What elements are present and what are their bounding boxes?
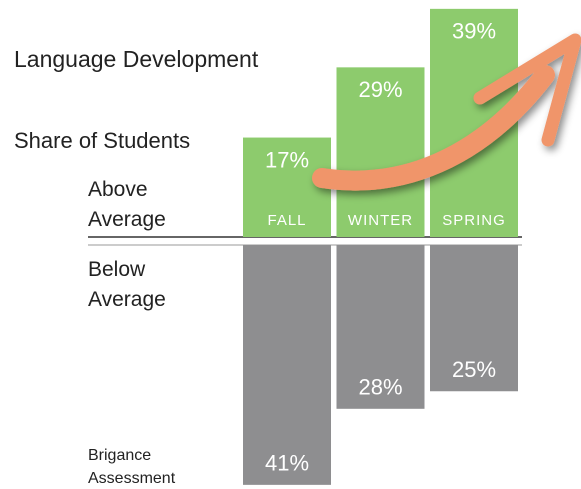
- bar: [430, 245, 518, 392]
- x-tick-label: FALL: [267, 212, 306, 229]
- bar: [243, 245, 331, 485]
- value-label: 41%: [265, 451, 309, 476]
- bar: [336, 245, 425, 409]
- x-tick-label: SPRING: [442, 212, 506, 229]
- value-label: 17%: [265, 147, 309, 172]
- x-tick-label: WINTER: [348, 212, 413, 229]
- value-label: 25%: [452, 357, 496, 382]
- value-label: 29%: [358, 77, 402, 102]
- chart-title: Language Development: [14, 46, 259, 72]
- legend-label: Above Average: [88, 178, 166, 231]
- value-label: 28%: [358, 375, 402, 400]
- value-label: 39%: [452, 19, 496, 44]
- chart-subtitle: Share of Students: [14, 128, 191, 153]
- legend-label: Below Average: [88, 258, 166, 311]
- annotation: Brigance Assessment: [88, 447, 176, 487]
